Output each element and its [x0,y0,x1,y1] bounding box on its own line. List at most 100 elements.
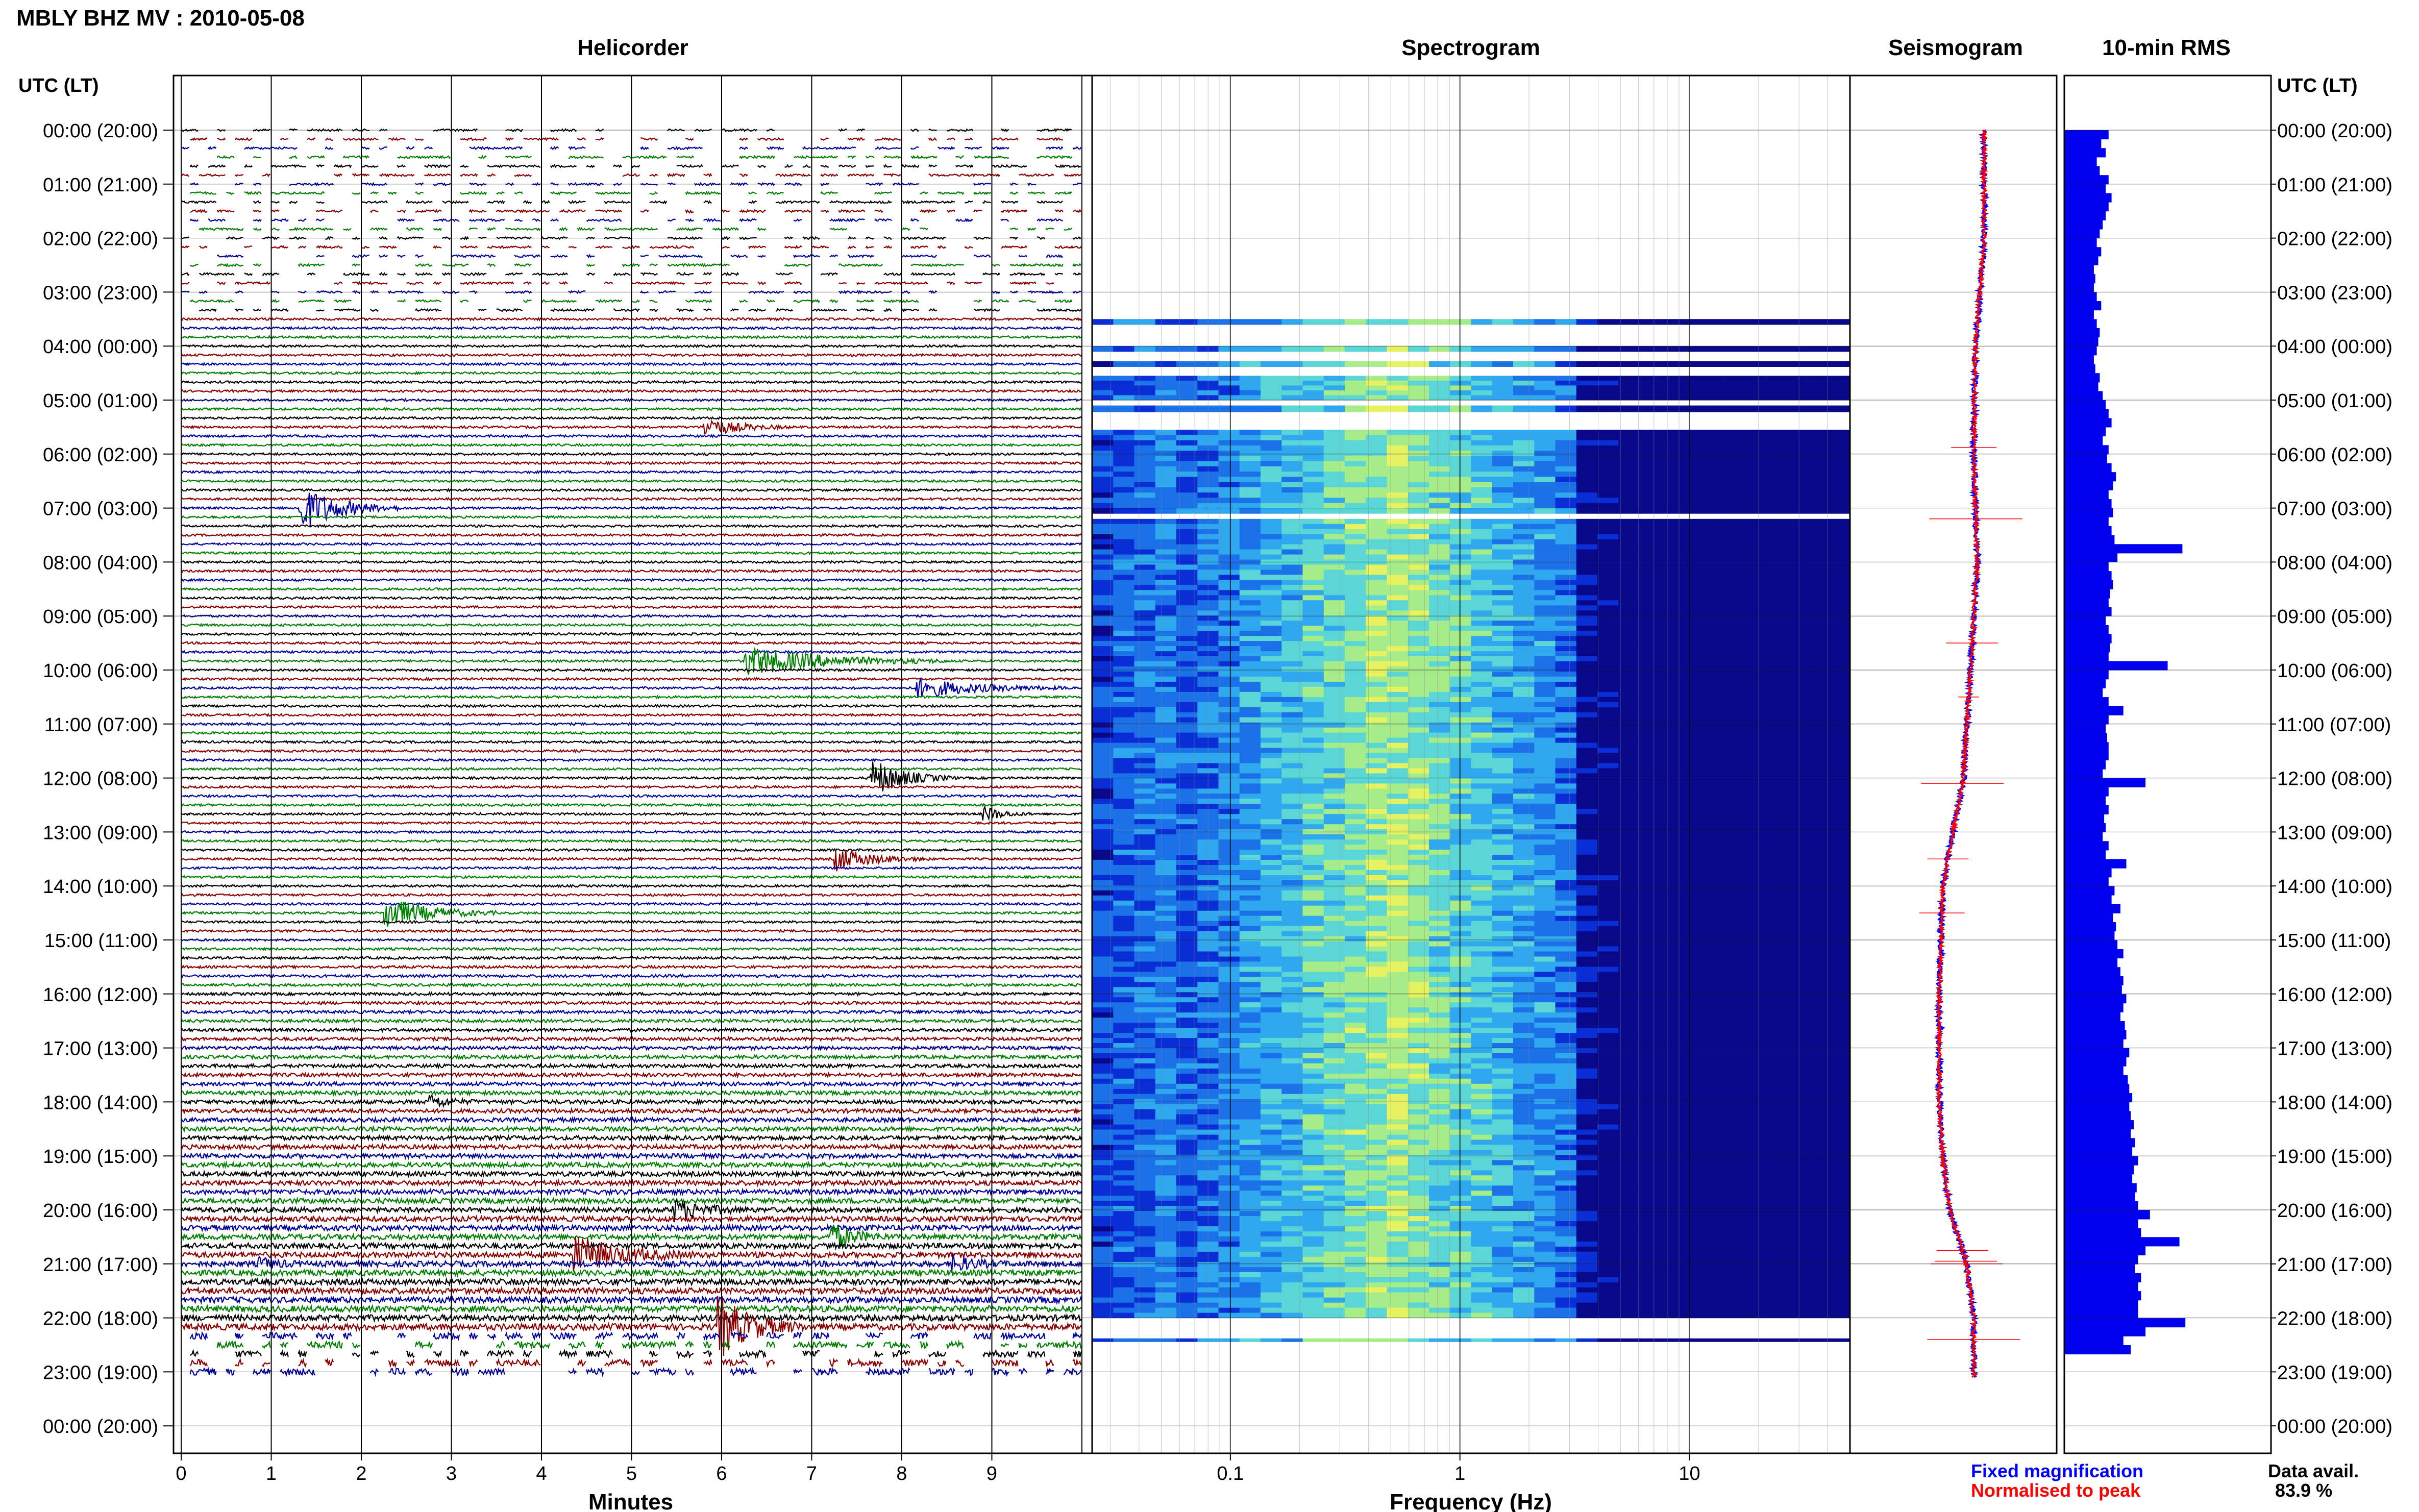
spectrogram-cell [1366,870,1388,876]
spectrogram-cell [1702,900,1724,906]
spectrogram-cell [1113,722,1135,728]
spectrogram-cell [1702,1058,1724,1064]
spectrogram-cell [1639,722,1661,728]
spectrogram-cell [1261,621,1282,626]
spectrogram-cell [1113,580,1135,585]
spectrogram-cell [1471,992,1493,998]
spectrogram-cell [1113,585,1135,590]
spectrogram-cell [1092,992,1114,998]
spectrogram-cell [1387,737,1409,743]
spectrogram-cell [1513,702,1535,708]
spectrogram-cell [1176,672,1198,677]
spectrogram-cell [1113,753,1135,759]
spectrogram-cell [1302,686,1324,692]
spectrogram-cell [1471,1023,1493,1028]
spectrogram-cell [1787,966,1809,972]
spectrogram-cell [1555,636,1577,641]
spectrogram-cell [1450,1063,1472,1069]
spectrogram-cell [1092,885,1114,891]
spectrogram-cell [1134,839,1156,845]
spectrogram-cell [1155,681,1177,687]
spectrogram-cell [1787,926,1809,932]
spectrogram-cell [1555,691,1577,698]
spectrogram-cell [1576,651,1598,657]
spectrogram-cell [1134,529,1156,535]
spectrogram-cell [1682,961,1703,968]
spectrogram-cell [1239,405,1261,412]
spectrogram-cell [1429,492,1450,498]
spectrogram-cell [1682,972,1703,977]
spectrogram-cell [1387,615,1409,621]
spectrogram-cell [1323,742,1345,749]
spectrogram-cell [1387,915,1409,922]
spectrogram-cell [1744,1063,1766,1069]
spectrogram-cell [1261,748,1282,754]
spectrogram-cell [1323,385,1345,391]
spectrogram-cell [1134,763,1156,769]
spectrogram-cell [1345,1063,1366,1069]
spectrogram-cell [1218,651,1240,657]
spectrogram-cell [1366,580,1388,585]
spectrogram-cell [1261,788,1282,794]
spectrogram-cell [1113,1023,1135,1028]
spectrogram-cell [1576,529,1598,535]
spectrogram-cell [1702,498,1724,504]
spectrogram-cell [1239,697,1261,703]
spectrogram-cell [1155,915,1177,922]
spectrogram-cell [1302,865,1324,871]
spectrogram-cell [1492,824,1514,830]
spectrogram-cell [1387,466,1409,472]
spectrogram-cell [1113,941,1135,947]
spectrogram-cell [1176,319,1198,325]
spectrogram-cell [1281,615,1303,621]
spectrogram-cell [1281,508,1303,514]
spectrogram-cell [1766,686,1787,692]
spectrogram-cell [1134,1043,1156,1049]
spectrogram-cell [1450,850,1472,855]
spectrogram-cell [1092,1048,1114,1054]
spectrogram-cell [1618,977,1640,982]
spectrogram-cell [1134,946,1156,952]
spectrogram-cell [1555,666,1577,672]
spectrogram-cell [1618,554,1640,560]
spectrogram-cell [1218,727,1240,733]
spectrogram-cell [1829,788,1850,794]
spectrogram-cell [1513,895,1535,901]
spectrogram-cell [1702,569,1724,576]
spectrogram-cell [1787,997,1809,1003]
spectrogram-cell [1113,621,1135,626]
spectrogram-cell [1682,855,1703,860]
spectrogram-cell [1429,997,1450,1003]
spectrogram-cell [1302,707,1324,713]
spectrogram-cell [1597,631,1619,636]
spectrogram-cell [1302,385,1324,391]
spectrogram-cell [1766,997,1787,1003]
spectrogram-cell [1387,539,1409,545]
spectrogram-cell [1723,626,1745,631]
spectrogram-cell [1808,778,1830,784]
spectrogram-cell [1618,885,1640,891]
spectrogram-cell [1323,941,1345,947]
spectrogram-cell [1766,783,1787,789]
spectrogram-cell [1576,737,1598,743]
spectrogram-cell [1639,395,1661,401]
spectrogram-cell [1092,875,1114,881]
spectrogram-cell [1576,405,1598,412]
spectrogram-cell [1576,880,1598,886]
spectrogram-cell [1450,931,1472,937]
spectrogram-cell [1597,977,1619,982]
spectrogram-cell [1387,722,1409,728]
spectrogram-cell [1345,1018,1366,1023]
spectrogram-cell [1366,727,1388,733]
spectrogram-cell [1534,946,1556,952]
spectrogram-cell [1618,860,1640,865]
spectrogram-cell [1366,686,1388,692]
spectrogram-cell [1408,1028,1429,1033]
spectrogram-cell [1113,1043,1135,1049]
spectrogram-cell [1660,564,1682,571]
spectrogram-cell [1555,580,1577,585]
spectrogram-cell [1576,380,1598,386]
spectrogram-cell [1366,615,1388,621]
spectrogram-cell [1829,712,1850,718]
spectrogram-cell [1702,1068,1724,1074]
